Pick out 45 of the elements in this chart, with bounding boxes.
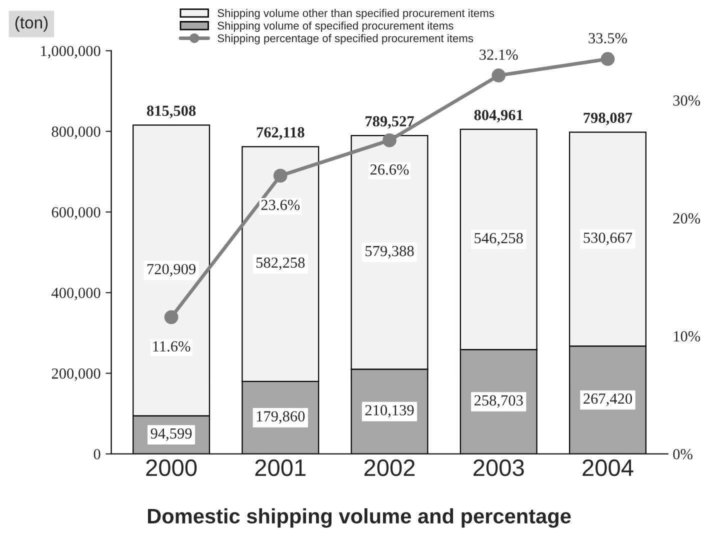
x-tick-label: 2003 xyxy=(474,459,524,476)
point xyxy=(382,133,396,148)
data-label: 546,258 xyxy=(474,232,523,246)
y-axis-title: (ton) xyxy=(15,16,48,32)
point xyxy=(273,168,288,183)
point xyxy=(600,52,615,66)
data-label: 32.1% xyxy=(480,50,518,60)
y2-tick-label: 0% xyxy=(673,449,692,460)
legend-label: Shipping percentage of specified procurement items xyxy=(218,34,474,44)
y-tick-label: 400,000 xyxy=(52,288,100,300)
data-label: 94,599 xyxy=(150,428,192,441)
x-tick-label: 2002 xyxy=(364,459,415,476)
total-label: 804,961 xyxy=(474,110,523,122)
data-label: 582,258 xyxy=(256,258,305,270)
y2-tick-label: 30% xyxy=(673,95,700,106)
data-label: 720,909 xyxy=(147,264,196,276)
data-label: 23.6% xyxy=(261,200,300,210)
total-label: 789,527 xyxy=(366,116,414,129)
data-label: 179,860 xyxy=(256,411,305,424)
data-label: 11.6% xyxy=(153,341,190,352)
y2-tick-label: 10% xyxy=(674,331,700,342)
total-label: 815,508 xyxy=(146,106,196,118)
x-tick-label: 2001 xyxy=(255,459,306,476)
y-tick-label: 1,000,000 xyxy=(41,46,100,58)
y-tick-label: 0 xyxy=(94,449,100,460)
data-label: 210,139 xyxy=(365,405,414,418)
data-label: 579,388 xyxy=(366,246,414,258)
data-label: 33.5% xyxy=(588,33,627,44)
x-tick-label: 2000 xyxy=(146,459,197,476)
data-label: 267,420 xyxy=(584,394,632,406)
y-tick-label: 600,000 xyxy=(52,207,100,220)
data-label: 258,703 xyxy=(474,395,523,408)
point xyxy=(492,68,506,82)
point xyxy=(164,310,178,324)
y2-tick-label: 20% xyxy=(673,213,700,224)
total-label: 762,118 xyxy=(256,127,304,140)
y-tick-label: 200,000 xyxy=(52,368,100,381)
x-tick-label: 2004 xyxy=(582,459,634,476)
legend-label: Shipping volume other than specified procurement items xyxy=(218,8,494,20)
y-tick-label: 800,000 xyxy=(52,126,100,140)
data-label: 26.6% xyxy=(370,164,409,175)
text: Domestic shipping volume and percentage xyxy=(148,508,571,528)
data-label: 530,667 xyxy=(584,232,632,246)
legend-label: Shipping volume of specified procurement items xyxy=(218,21,454,32)
total-label: 798,087 xyxy=(584,112,632,126)
